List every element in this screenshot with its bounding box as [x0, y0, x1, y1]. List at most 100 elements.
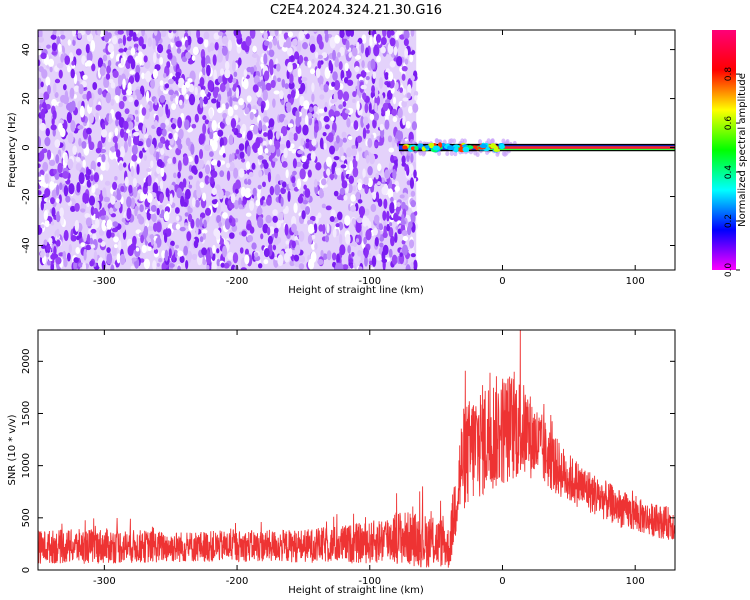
noise-blob [114, 127, 119, 137]
noise-blob [67, 132, 74, 144]
trace-blob [499, 143, 505, 150]
noise-blob [202, 192, 207, 202]
noise-blob [161, 262, 167, 270]
noise-blob [374, 102, 378, 113]
noise-blob [44, 188, 51, 198]
noise-blob [396, 55, 403, 67]
noise-blob [122, 162, 127, 168]
noise-blob [184, 119, 190, 130]
noise-blob [168, 248, 172, 259]
noise-blob [123, 132, 128, 142]
noise-blob [274, 30, 279, 37]
noise-blob [263, 53, 268, 65]
noise-blob [268, 49, 275, 58]
noise-blob [338, 61, 343, 71]
noise-blob [43, 239, 48, 246]
noise-blob [155, 151, 160, 162]
noise-blob [232, 97, 239, 102]
colorbar-tick-label: 0.0 [724, 263, 734, 278]
noise-blob [182, 155, 189, 166]
noise-blob [168, 30, 172, 34]
noise-blob [153, 248, 159, 254]
noise-blob [384, 169, 391, 180]
noise-blob [43, 210, 48, 221]
noise-blob [407, 84, 412, 95]
noise-blob [287, 123, 294, 128]
noise-blob [105, 92, 112, 104]
noise-blob [177, 250, 184, 257]
noise-blob [261, 124, 267, 132]
noise-blob [176, 47, 182, 54]
noise-blob [75, 157, 81, 162]
noise-blob [401, 100, 408, 108]
noise-blob [345, 30, 352, 37]
noise-blob [270, 144, 276, 154]
noise-blob [230, 118, 237, 129]
noise-blob [234, 217, 239, 223]
noise-blob [153, 120, 159, 128]
noise-blob [248, 200, 255, 211]
noise-blob [321, 178, 327, 186]
noise-blob [177, 265, 181, 270]
noise-blob [197, 37, 204, 45]
noise-blob [126, 36, 132, 42]
noise-blob [195, 217, 200, 228]
noise-blob [236, 132, 243, 138]
noise-blob [159, 180, 164, 190]
noise-blob [225, 81, 230, 92]
noise-blob [235, 32, 242, 40]
trace-halo [449, 138, 454, 144]
noise-blob [126, 207, 132, 220]
noise-blob [135, 116, 140, 123]
noise-blob [277, 254, 284, 267]
noise-blob [323, 115, 330, 123]
noise-blob [252, 84, 259, 93]
noise-blob [367, 165, 373, 176]
noise-blob [302, 124, 309, 136]
noise-blob [239, 127, 244, 135]
noise-blob [119, 146, 125, 159]
noise-blob [153, 242, 158, 250]
noise-blob [386, 223, 391, 232]
noise-blob [348, 175, 355, 184]
noise-blob [38, 44, 42, 51]
noise-blob [320, 84, 324, 91]
noise-blob [39, 250, 45, 258]
noise-blob [339, 187, 346, 196]
noise-blob [281, 161, 288, 168]
noise-blob [66, 252, 71, 262]
y-tick-label: -20 [21, 188, 32, 204]
noise-blob [297, 67, 302, 78]
noise-blob [358, 147, 363, 152]
noise-blob [410, 190, 416, 197]
snr-frame [37, 329, 676, 571]
noise-blob [122, 95, 127, 102]
noise-blob [110, 264, 115, 270]
noise-blob [134, 109, 139, 115]
noise-blob [226, 170, 231, 181]
noise-blob [388, 248, 393, 258]
noise-blob [206, 264, 210, 270]
noise-blob [307, 258, 315, 270]
noise-blob [379, 94, 384, 105]
noise-blob [378, 77, 384, 89]
noise-blob [84, 193, 90, 204]
noise-blob [203, 38, 209, 48]
noise-blob [388, 71, 394, 82]
noise-blob [166, 228, 172, 237]
noise-blob [342, 137, 347, 143]
noise-blob [217, 75, 223, 84]
noise-blob [352, 90, 357, 98]
noise-blob [207, 46, 212, 53]
y-tick-label: 1000 [21, 453, 32, 478]
noise-blob [131, 257, 137, 262]
noise-blob [401, 244, 409, 256]
noise-blob [303, 184, 307, 190]
noise-blob [178, 128, 184, 140]
noise-blob [307, 223, 315, 234]
noise-blob [63, 229, 69, 242]
noise-blob [112, 70, 119, 78]
snr-series [38, 330, 675, 568]
noise-blob [291, 38, 298, 47]
noise-blob [384, 119, 390, 130]
